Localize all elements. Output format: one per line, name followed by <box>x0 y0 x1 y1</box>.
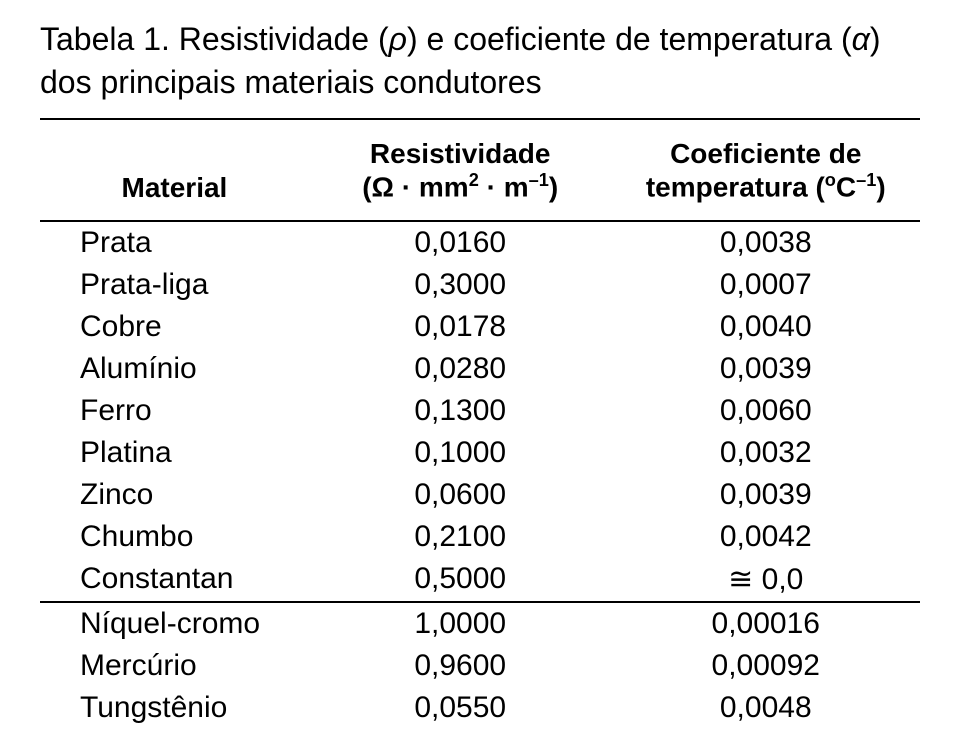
alpha-symbol: α <box>852 21 870 57</box>
cell-material: Constantan <box>40 558 309 602</box>
table-row: Alumínio0,02800,0039 <box>40 348 920 390</box>
cell-coefficient: 0,0060 <box>612 390 920 432</box>
cell-material: Tungstênio <box>40 687 309 729</box>
table-row: Prata-liga0,30000,0007 <box>40 264 920 306</box>
cell-resistivity: 0,1000 <box>309 432 612 474</box>
cell-resistivity: 0,0160 <box>309 221 612 264</box>
cell-coefficient: 0,0039 <box>612 348 920 390</box>
cell-coefficient: 0,0048 <box>612 687 920 729</box>
caption-text-1: Tabela 1. Resistividade ( <box>40 21 389 57</box>
cell-coefficient: 0,0007 <box>612 264 920 306</box>
table-row: Prata0,01600,0038 <box>40 221 920 264</box>
table-body: Prata0,01600,0038Prata-liga0,30000,0007C… <box>40 221 920 729</box>
cell-resistivity: 0,3000 <box>309 264 612 306</box>
table-row: Constantan0,5000≅ 0,0 <box>40 558 920 602</box>
cell-resistivity: 0,9600 <box>309 645 612 687</box>
header-coefficient: Coeficiente de temperatura (oC–1) <box>612 119 920 220</box>
cell-resistivity: 0,2100 <box>309 516 612 558</box>
header-resistivity-unit: (Ω · mm2 · m–1) <box>319 170 602 203</box>
cell-resistivity: 0,0550 <box>309 687 612 729</box>
cell-coefficient: 0,0040 <box>612 306 920 348</box>
cell-material: Cobre <box>40 306 309 348</box>
cell-material: Ferro <box>40 390 309 432</box>
cell-resistivity: 0,0178 <box>309 306 612 348</box>
header-coefficient-unit: temperatura (oC–1) <box>622 170 910 203</box>
cell-material: Mercúrio <box>40 645 309 687</box>
cell-coefficient: 0,0038 <box>612 221 920 264</box>
cell-coefficient: ≅ 0,0 <box>612 558 920 602</box>
header-material: Material <box>40 119 309 220</box>
cell-resistivity: 0,1300 <box>309 390 612 432</box>
cell-material: Chumbo <box>40 516 309 558</box>
cell-material: Platina <box>40 432 309 474</box>
table-row: Zinco0,06000,0039 <box>40 474 920 516</box>
resistivity-table: Material Resistividade (Ω · mm2 · m–1) C… <box>40 118 920 728</box>
cell-coefficient: 0,0039 <box>612 474 920 516</box>
table-header-row: Material Resistividade (Ω · mm2 · m–1) C… <box>40 119 920 220</box>
table-row: Níquel-cromo1,00000,00016 <box>40 602 920 645</box>
table-row: Platina0,10000,0032 <box>40 432 920 474</box>
table-caption: Tabela 1. Resistividade (ρ) e coeficient… <box>40 18 920 104</box>
cell-coefficient: 0,00016 <box>612 602 920 645</box>
cell-resistivity: 0,5000 <box>309 558 612 602</box>
cell-coefficient: 0,0032 <box>612 432 920 474</box>
rho-symbol: ρ <box>389 21 407 57</box>
cell-material: Prata <box>40 221 309 264</box>
cell-resistivity: 0,0600 <box>309 474 612 516</box>
cell-material: Zinco <box>40 474 309 516</box>
cell-coefficient: 0,00092 <box>612 645 920 687</box>
cell-material: Prata-liga <box>40 264 309 306</box>
cell-resistivity: 1,0000 <box>309 602 612 645</box>
table-row: Chumbo0,21000,0042 <box>40 516 920 558</box>
cell-coefficient: 0,0042 <box>612 516 920 558</box>
table-row: Ferro0,13000,0060 <box>40 390 920 432</box>
cell-material: Alumínio <box>40 348 309 390</box>
header-resistivity: Resistividade (Ω · mm2 · m–1) <box>309 119 612 220</box>
table-row: Tungstênio0,05500,0048 <box>40 687 920 729</box>
cell-material: Níquel-cromo <box>40 602 309 645</box>
table-row: Cobre0,01780,0040 <box>40 306 920 348</box>
cell-resistivity: 0,0280 <box>309 348 612 390</box>
caption-text-2: ) e coeficiente de temperatura ( <box>407 21 852 57</box>
table-row: Mercúrio0,96000,00092 <box>40 645 920 687</box>
